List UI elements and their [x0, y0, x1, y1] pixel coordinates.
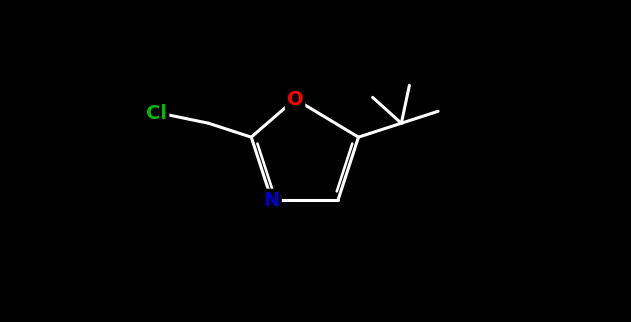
Text: O: O: [286, 90, 304, 109]
Text: Cl: Cl: [146, 104, 167, 123]
Text: N: N: [264, 191, 280, 210]
